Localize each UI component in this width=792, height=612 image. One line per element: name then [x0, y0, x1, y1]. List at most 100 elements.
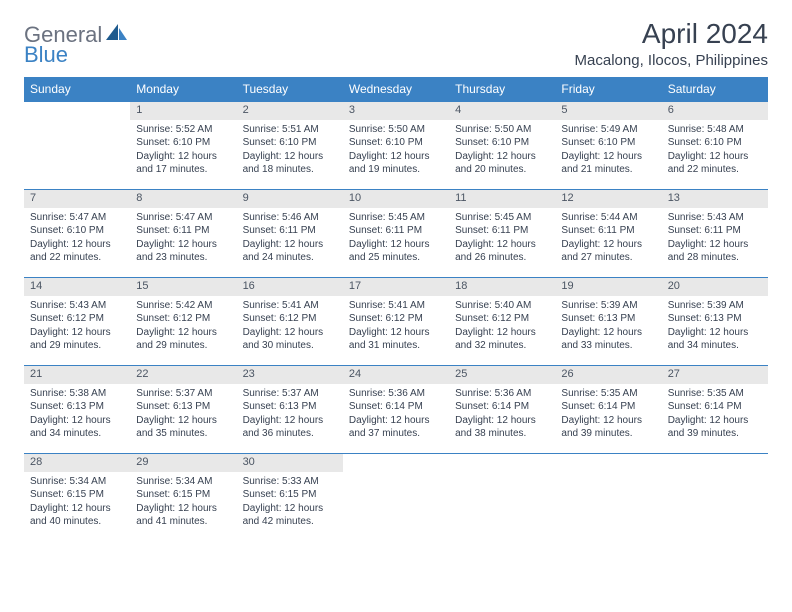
- sunset-text: Sunset: 6:13 PM: [243, 400, 337, 414]
- sunset-text: Sunset: 6:10 PM: [243, 136, 337, 150]
- daylight-text: and 19 minutes.: [349, 163, 443, 177]
- sunrise-text: Sunrise: 5:41 AM: [349, 299, 443, 313]
- day-content-cell: Sunrise: 5:37 AMSunset: 6:13 PMDaylight:…: [237, 384, 343, 454]
- sunrise-text: Sunrise: 5:42 AM: [136, 299, 230, 313]
- day-content-cell: Sunrise: 5:50 AMSunset: 6:10 PMDaylight:…: [343, 120, 449, 190]
- day-number-cell: 25: [449, 366, 555, 384]
- sunset-text: Sunset: 6:12 PM: [136, 312, 230, 326]
- sunrise-text: Sunrise: 5:49 AM: [561, 123, 655, 137]
- day-content-cell: Sunrise: 5:47 AMSunset: 6:10 PMDaylight:…: [24, 208, 130, 278]
- sunset-text: Sunset: 6:10 PM: [136, 136, 230, 150]
- weekday-header: Saturday: [662, 77, 768, 102]
- day-content-cell: Sunrise: 5:35 AMSunset: 6:14 PMDaylight:…: [662, 384, 768, 454]
- day-content-cell: Sunrise: 5:42 AMSunset: 6:12 PMDaylight:…: [130, 296, 236, 366]
- daylight-text: Daylight: 12 hours: [455, 414, 549, 428]
- day-number-cell: 11: [449, 190, 555, 208]
- day-number-cell: 16: [237, 278, 343, 296]
- logo-sail-icon: [106, 24, 128, 47]
- daylight-text: Daylight: 12 hours: [668, 238, 762, 252]
- weekday-header: Wednesday: [343, 77, 449, 102]
- day-number-cell: 17: [343, 278, 449, 296]
- sunrise-text: Sunrise: 5:39 AM: [561, 299, 655, 313]
- day-number-cell: 2: [237, 102, 343, 120]
- daylight-text: and 39 minutes.: [561, 427, 655, 441]
- daylight-text: and 34 minutes.: [668, 339, 762, 353]
- day-number-cell: 23: [237, 366, 343, 384]
- sunrise-text: Sunrise: 5:33 AM: [243, 475, 337, 489]
- weekday-header: Monday: [130, 77, 236, 102]
- daylight-text: Daylight: 12 hours: [668, 414, 762, 428]
- sunset-text: Sunset: 6:14 PM: [668, 400, 762, 414]
- sunset-text: Sunset: 6:10 PM: [561, 136, 655, 150]
- sunset-text: Sunset: 6:10 PM: [668, 136, 762, 150]
- day-content-cell: Sunrise: 5:45 AMSunset: 6:11 PMDaylight:…: [343, 208, 449, 278]
- day-content-cell: Sunrise: 5:47 AMSunset: 6:11 PMDaylight:…: [130, 208, 236, 278]
- sunrise-text: Sunrise: 5:48 AM: [668, 123, 762, 137]
- sunset-text: Sunset: 6:11 PM: [455, 224, 549, 238]
- daylight-text: Daylight: 12 hours: [455, 238, 549, 252]
- day-content-cell: Sunrise: 5:52 AMSunset: 6:10 PMDaylight:…: [130, 120, 236, 190]
- sunset-text: Sunset: 6:11 PM: [561, 224, 655, 238]
- daylight-text: and 23 minutes.: [136, 251, 230, 265]
- sunrise-text: Sunrise: 5:51 AM: [243, 123, 337, 137]
- sunrise-text: Sunrise: 5:45 AM: [349, 211, 443, 225]
- daylight-text: and 39 minutes.: [668, 427, 762, 441]
- sunset-text: Sunset: 6:10 PM: [349, 136, 443, 150]
- logo-blue-wrap: Blue: [24, 42, 68, 68]
- day-content-cell: Sunrise: 5:35 AMSunset: 6:14 PMDaylight:…: [555, 384, 661, 454]
- day-content-row: Sunrise: 5:43 AMSunset: 6:12 PMDaylight:…: [24, 296, 768, 366]
- day-number-cell: 20: [662, 278, 768, 296]
- daylight-text: Daylight: 12 hours: [561, 326, 655, 340]
- day-number-cell: 4: [449, 102, 555, 120]
- day-number-row: 123456: [24, 102, 768, 120]
- daylight-text: Daylight: 12 hours: [349, 326, 443, 340]
- daylight-text: and 21 minutes.: [561, 163, 655, 177]
- sunrise-text: Sunrise: 5:44 AM: [561, 211, 655, 225]
- day-number-cell: 28: [24, 454, 130, 472]
- sunrise-text: Sunrise: 5:36 AM: [349, 387, 443, 401]
- day-content-cell: Sunrise: 5:49 AMSunset: 6:10 PMDaylight:…: [555, 120, 661, 190]
- day-content-cell: Sunrise: 5:37 AMSunset: 6:13 PMDaylight:…: [130, 384, 236, 454]
- day-content-cell: Sunrise: 5:39 AMSunset: 6:13 PMDaylight:…: [662, 296, 768, 366]
- day-number-cell: 15: [130, 278, 236, 296]
- day-content-cell: Sunrise: 5:46 AMSunset: 6:11 PMDaylight:…: [237, 208, 343, 278]
- day-content-cell: [449, 472, 555, 542]
- sunset-text: Sunset: 6:10 PM: [455, 136, 549, 150]
- location: Macalong, Ilocos, Philippines: [575, 52, 768, 69]
- day-content-cell: Sunrise: 5:50 AMSunset: 6:10 PMDaylight:…: [449, 120, 555, 190]
- day-number-cell: 5: [555, 102, 661, 120]
- day-number-cell: [449, 454, 555, 472]
- daylight-text: and 40 minutes.: [30, 515, 124, 529]
- day-content-cell: [24, 120, 130, 190]
- weekday-header: Friday: [555, 77, 661, 102]
- sunset-text: Sunset: 6:12 PM: [30, 312, 124, 326]
- day-number-cell: 19: [555, 278, 661, 296]
- sunset-text: Sunset: 6:13 PM: [30, 400, 124, 414]
- daylight-text: and 33 minutes.: [561, 339, 655, 353]
- daylight-text: and 32 minutes.: [455, 339, 549, 353]
- day-content-cell: Sunrise: 5:39 AMSunset: 6:13 PMDaylight:…: [555, 296, 661, 366]
- day-number-cell: 3: [343, 102, 449, 120]
- day-number-cell: 9: [237, 190, 343, 208]
- day-content-cell: Sunrise: 5:44 AMSunset: 6:11 PMDaylight:…: [555, 208, 661, 278]
- sunrise-text: Sunrise: 5:37 AM: [136, 387, 230, 401]
- day-number-cell: 12: [555, 190, 661, 208]
- day-content-cell: Sunrise: 5:51 AMSunset: 6:10 PMDaylight:…: [237, 120, 343, 190]
- daylight-text: and 37 minutes.: [349, 427, 443, 441]
- calendar-table: Sunday Monday Tuesday Wednesday Thursday…: [24, 77, 768, 542]
- day-content-cell: Sunrise: 5:36 AMSunset: 6:14 PMDaylight:…: [449, 384, 555, 454]
- header: General April 2024 Macalong, Ilocos, Phi…: [24, 18, 768, 69]
- day-content-cell: Sunrise: 5:40 AMSunset: 6:12 PMDaylight:…: [449, 296, 555, 366]
- daylight-text: and 38 minutes.: [455, 427, 549, 441]
- month-title: April 2024: [575, 18, 768, 50]
- daylight-text: Daylight: 12 hours: [136, 502, 230, 516]
- day-content-cell: Sunrise: 5:43 AMSunset: 6:11 PMDaylight:…: [662, 208, 768, 278]
- daylight-text: Daylight: 12 hours: [561, 414, 655, 428]
- day-number-cell: 26: [555, 366, 661, 384]
- day-number-cell: 1: [130, 102, 236, 120]
- day-content-cell: Sunrise: 5:33 AMSunset: 6:15 PMDaylight:…: [237, 472, 343, 542]
- daylight-text: Daylight: 12 hours: [136, 414, 230, 428]
- day-content-cell: Sunrise: 5:41 AMSunset: 6:12 PMDaylight:…: [237, 296, 343, 366]
- day-number-row: 21222324252627: [24, 366, 768, 384]
- sunset-text: Sunset: 6:12 PM: [349, 312, 443, 326]
